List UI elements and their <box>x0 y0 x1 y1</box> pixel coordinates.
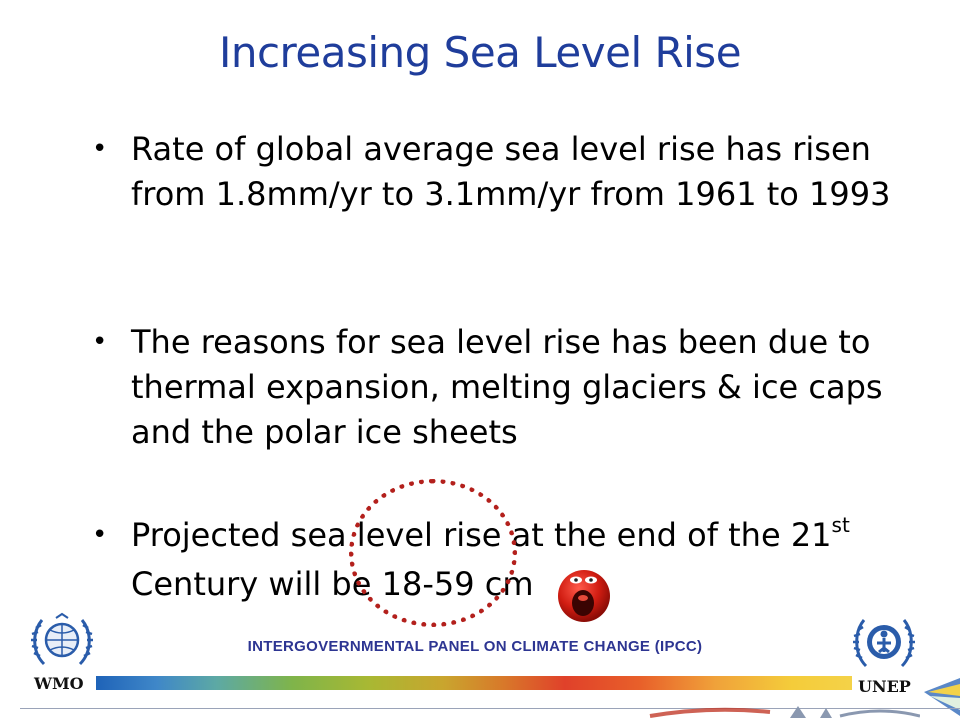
superscript: st <box>831 513 850 537</box>
unep-label: UNEP <box>858 677 911 696</box>
slide-title: Increasing Sea Level Rise <box>218 28 742 77</box>
footer-title: INTERGOVERNMENTAL PANEL ON CLIMATE CHANG… <box>247 638 703 655</box>
unep-emblem-icon <box>853 619 915 668</box>
footer-divider <box>20 708 960 709</box>
wmo-emblem-icon <box>31 612 93 666</box>
bullet-text: The reasons for sea level rise has been … <box>131 323 883 451</box>
bullet-item: • The reasons for sea level rise has bee… <box>92 320 892 455</box>
footer-decoration <box>649 706 920 718</box>
shocked-face-icon <box>558 570 610 622</box>
highlight-circle <box>349 479 517 627</box>
corner-decoration <box>924 678 960 716</box>
bullet-marker: • <box>92 134 108 164</box>
bullet-text: Rate of global average sea level rise ha… <box>131 130 891 213</box>
bullet-marker: • <box>92 327 108 357</box>
footer-color-bar <box>96 676 852 690</box>
bullet-item: • Rate of global average sea level rise … <box>92 127 892 217</box>
wmo-label: WMO <box>34 674 84 693</box>
bullet-marker: • <box>92 520 108 550</box>
